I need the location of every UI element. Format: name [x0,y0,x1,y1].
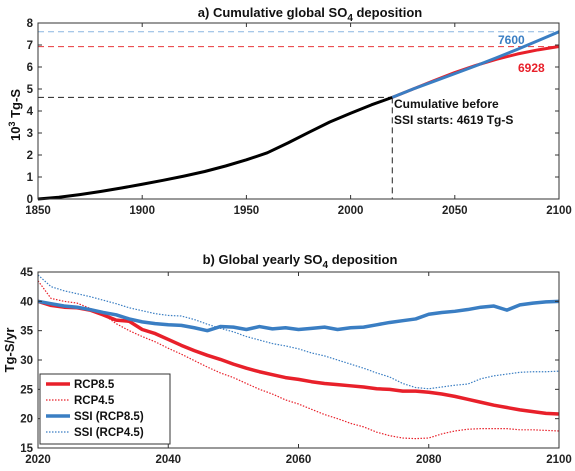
y-tick-label: 35 [20,326,33,338]
y-tick-label: 45 [20,267,33,279]
y-tick-label: 20 [20,414,33,426]
y-tick-label: 3 [27,128,33,140]
x-tick-label: 2040 [155,454,181,466]
y-tick-label: 7 [27,40,33,52]
annotation-line1: Cumulative before [394,97,499,111]
x-tick-label: 2000 [338,205,364,217]
y-tick-label: 1 [27,172,34,184]
legend-label-rcp85: RCP8.5 [74,379,115,391]
label-7600: 7600 [498,33,525,47]
panel-a-ylabel: 103 Tg-S [7,89,23,141]
y-tick-label: 25 [20,384,33,396]
y-tick-label: 2 [27,150,33,162]
y-tick-label: 8 [27,18,34,30]
series-line-ssi-rcp8-5 [37,299,560,333]
panel-b-axes-box [37,271,560,449]
legend-label-ssi45: SSI (RCP4.5) [74,427,144,439]
series-line-ssi-rcp4-5 [37,274,560,390]
x-tick-label: 2080 [416,454,442,466]
legend-label-ssi85: SSI (RCP8.5) [74,411,144,423]
panel-b-ylabel: Tg-S/yr [2,328,17,373]
panel-a-axes-box [37,22,560,200]
y-tick-label: 6 [27,62,33,74]
x-tick-label: 2050 [442,205,468,217]
series-line-rcp4-5 [37,280,560,440]
legend: RCP8.5 RCP4.5 SSI (RCP8.5) SSI (RCP4.5) [39,373,171,445]
label-6928: 6928 [518,61,545,75]
series-line-blue [391,30,560,99]
x-tick-label: 2020 [25,454,51,466]
y-tick-label: 4 [27,106,34,118]
series-line-black [37,95,393,201]
y-tick-label: 0 [27,194,33,206]
x-tick-label: 2060 [286,454,312,466]
annotation-line2: SSI starts: 4619 Tg-S [394,113,513,127]
legend-label-rcp45: RCP4.5 [74,395,115,407]
panel-a-plot: 1850 1900 1950 2000 2050 2100 0 1 2 3 4 5 6 7 8 [25,18,572,217]
panel-b-plot: 2020 2040 2060 2080 2100 15 20 25 30 35 40 45 [20,267,572,466]
y-tick-label: 30 [20,355,33,367]
x-tick-label: 1900 [129,205,155,217]
series-line-rcp8-5 [37,299,560,416]
panel-a-title: a) Cumulative global SO4 deposition [198,5,422,24]
x-tick-label: 2100 [546,454,572,466]
y-tick-label: 15 [20,443,33,455]
x-tick-label: 2100 [546,205,572,217]
x-tick-label: 1950 [234,205,260,217]
y-tick-label: 40 [20,296,33,308]
panel-b-title: b) Global yearly SO4 deposition [203,252,398,271]
x-tick-label: 1850 [25,205,51,217]
y-tick-label: 5 [27,84,34,96]
